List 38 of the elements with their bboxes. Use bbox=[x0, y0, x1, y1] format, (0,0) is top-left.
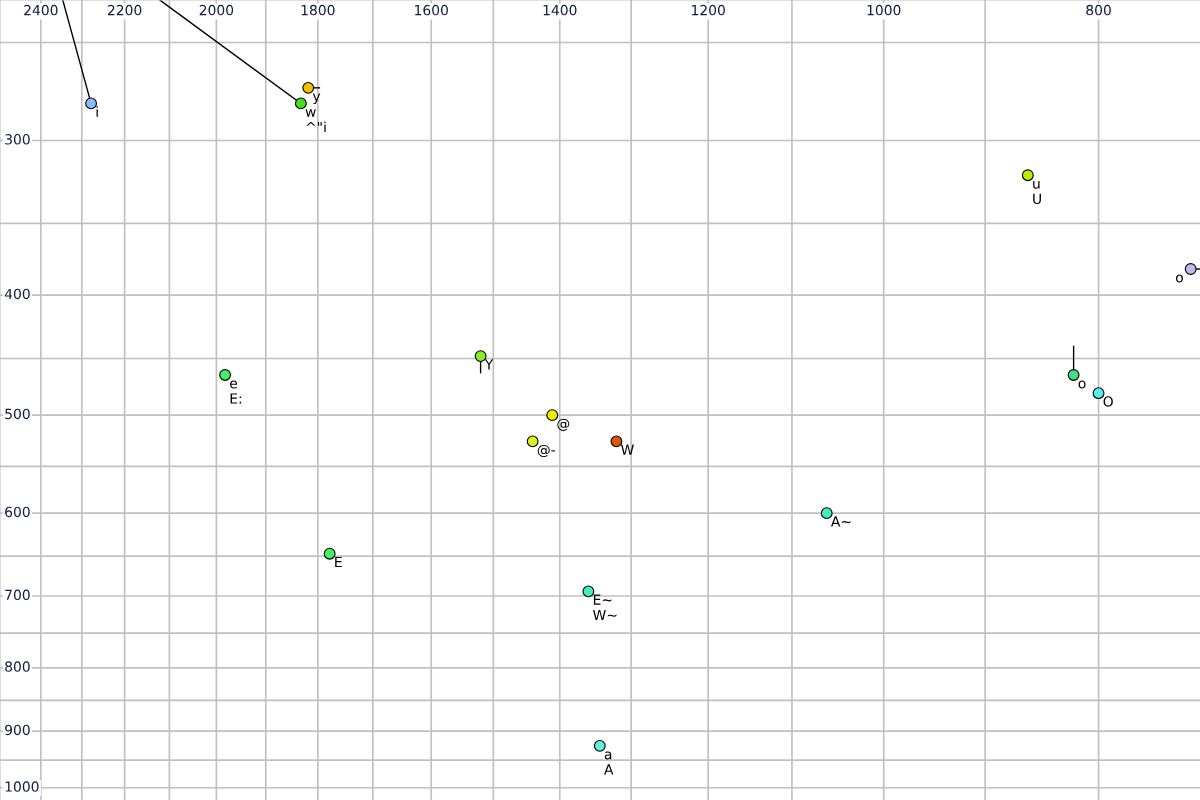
annotation: A bbox=[604, 764, 614, 775]
annotation: ^"i bbox=[306, 121, 326, 133]
annotation: y bbox=[312, 93, 321, 105]
annotation: U bbox=[1033, 193, 1041, 205]
x-tick-label: 1600 bbox=[415, 4, 448, 16]
annotation: e bbox=[230, 380, 238, 389]
x-tick-label: 2000 bbox=[199, 4, 234, 16]
annotation: i bbox=[96, 106, 98, 117]
annotation: w bbox=[305, 109, 316, 117]
annotation: u bbox=[1033, 180, 1040, 189]
annotation: E bbox=[335, 556, 342, 568]
annotation: E: bbox=[230, 393, 242, 404]
x-tick-label: 1200 bbox=[692, 4, 725, 16]
annotation: o bbox=[1078, 380, 1086, 389]
y-tick-label: 400 bbox=[4, 288, 30, 300]
x-tick-label: 2400 bbox=[24, 4, 58, 16]
y-tick-label: 900 bbox=[5, 724, 30, 736]
annotation: Y bbox=[484, 359, 494, 370]
x-tick-label: 800 bbox=[1086, 4, 1111, 16]
y-tick-label: 1000 bbox=[5, 781, 39, 792]
y-tick-label: 300 bbox=[5, 134, 30, 145]
annotation: O bbox=[1103, 396, 1113, 407]
annotation: o bbox=[1176, 274, 1183, 283]
y-tick-label: 700 bbox=[5, 589, 30, 601]
y-tick-label: 500 bbox=[5, 408, 30, 420]
x-tick-label: 2200 bbox=[107, 4, 142, 16]
x-tick-label: 1000 bbox=[867, 4, 901, 16]
annotation: @ bbox=[557, 418, 570, 431]
annotation: W~ bbox=[593, 609, 617, 621]
annotation: W bbox=[621, 444, 634, 455]
x-tick-label: 1800 bbox=[301, 4, 335, 16]
y-tick-label: 800 bbox=[5, 661, 30, 672]
annotation: E~ bbox=[593, 594, 612, 605]
annotation: a bbox=[604, 751, 612, 760]
y-tick-label: 600 bbox=[5, 506, 30, 518]
annotation: @- bbox=[537, 444, 556, 458]
annotation: A~ bbox=[830, 516, 851, 527]
x-tick-label: 1400 bbox=[543, 4, 577, 16]
